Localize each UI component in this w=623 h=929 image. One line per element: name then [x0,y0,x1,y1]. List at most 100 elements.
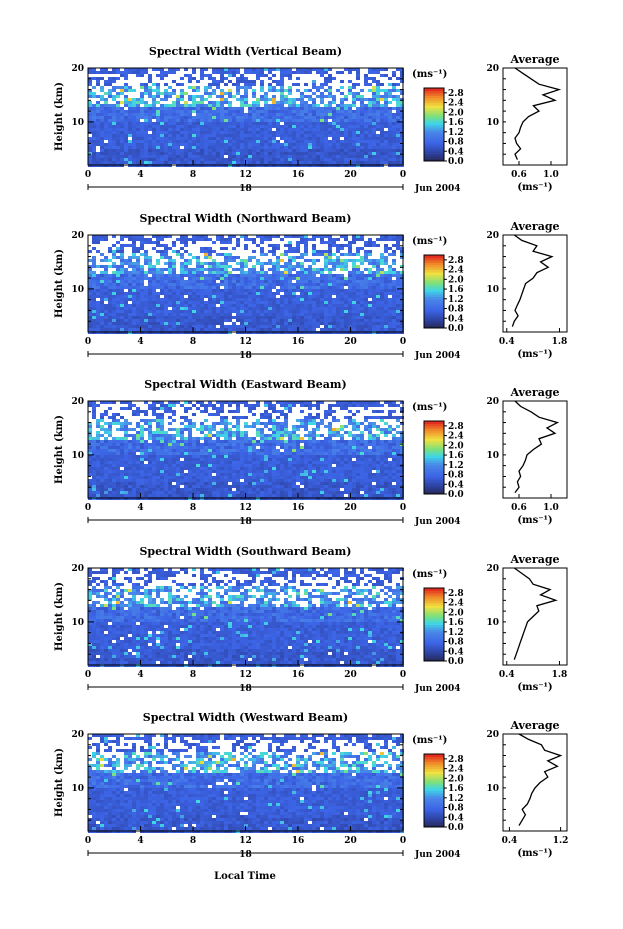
heatmap-cell [284,292,288,295]
heatmap-cell [244,152,248,155]
heatmap-cell [332,265,336,268]
heatmap-cell [152,283,156,286]
heatmap-cell [160,319,164,322]
heatmap-cell [160,137,164,140]
heatmap-cell [136,101,140,104]
heatmap-cell [376,404,380,407]
heatmap-cell [308,416,312,419]
heatmap-cell [352,325,356,328]
heatmap-cell [376,158,380,161]
heatmap-cell [264,322,268,325]
heatmap-cell [236,404,240,407]
heatmap-cell [164,74,168,77]
heatmap-cell [252,110,256,113]
heatmap-cell [268,113,272,116]
heatmap-cell [220,428,224,431]
heatmap-cell [92,313,96,316]
heatmap-cell [320,131,324,134]
heatmap-cell [96,404,100,407]
heatmap-cell [152,128,156,131]
heatmap-cell [392,238,396,241]
heatmap-cell [172,401,176,404]
heatmap-cell [276,274,280,277]
heatmap-cell [312,298,316,301]
heatmap-cell [308,155,312,158]
heatmap-cell [100,110,104,113]
heatmap-cell [292,401,296,404]
heatmap-cell [344,238,348,241]
heatmap-cell [396,119,400,122]
heatmap-cell [324,274,328,277]
heatmap-cell [204,235,208,238]
heatmap-cell [96,328,100,331]
heatmap-cell [284,404,288,407]
heatmap-cell [284,419,288,422]
heatmap-cell [160,134,164,137]
heatmap-cell [320,298,324,301]
heatmap-cell [272,404,276,407]
heatmap-cell [252,277,256,280]
heatmap-cell [88,295,92,298]
heatmap-cell [352,101,356,104]
heatmap-cell [104,131,108,134]
heatmap-cell [256,325,260,328]
heatmap-cell [264,140,268,143]
heatmap-cell [232,256,236,259]
heatmap-cell [356,235,360,238]
heatmap-cell [164,277,168,280]
heatmap-cell [264,128,268,131]
heatmap-cell [364,419,368,422]
heatmap-cell [168,155,172,158]
y-tick-label: 20 [71,231,84,241]
heatmap-cell [332,128,336,131]
heatmap-cell [180,104,184,107]
heatmap-cell [120,325,124,328]
heatmap-cell [232,431,236,434]
heatmap-cell [200,113,204,116]
heatmap-cell [400,71,404,74]
heatmap-cell [112,89,116,92]
heatmap-cell [228,119,232,122]
heatmap-cell [364,268,368,271]
heatmap-cell [220,89,224,92]
heatmap-cell [188,146,192,149]
heatmap-cell [392,301,396,304]
heatmap-cell [288,322,292,325]
heatmap-cell [240,128,244,131]
heatmap-cell [200,295,204,298]
heatmap-cell [256,244,260,247]
heatmap-cell [356,289,360,292]
heatmap-cell [300,268,304,271]
heatmap-cell [304,241,308,244]
heatmap-cell [96,161,100,164]
heatmap-cell [260,304,264,307]
heatmap-cell [288,71,292,74]
heatmap-cell [208,131,212,134]
heatmap-cell [112,419,116,422]
heatmap-cell [268,137,272,140]
heatmap-cell [164,235,168,238]
heatmap-cell [184,107,188,110]
heatmap-cell [160,158,164,161]
heatmap-cell [256,316,260,319]
heatmap-cell [308,119,312,122]
heatmap-cell [116,149,120,152]
heatmap-cell [296,113,300,116]
heatmap-cell [148,125,152,128]
heatmap-cell [292,131,296,134]
heatmap-cell [396,131,400,134]
heatmap-cell [360,328,364,331]
heatmap-cell [384,140,388,143]
heatmap-cell [228,274,232,277]
heatmap-cell [132,104,136,107]
heatmap-cell [400,265,404,268]
heatmap-cell [184,271,188,274]
heatmap-cell [392,140,396,143]
heatmap-cell [300,92,304,95]
heatmap-cell [212,307,216,310]
heatmap-cell [384,286,388,289]
heatmap-cell [100,113,104,116]
heatmap-cell [380,152,384,155]
heatmap-cell [156,262,160,265]
heatmap-cell [128,68,132,71]
